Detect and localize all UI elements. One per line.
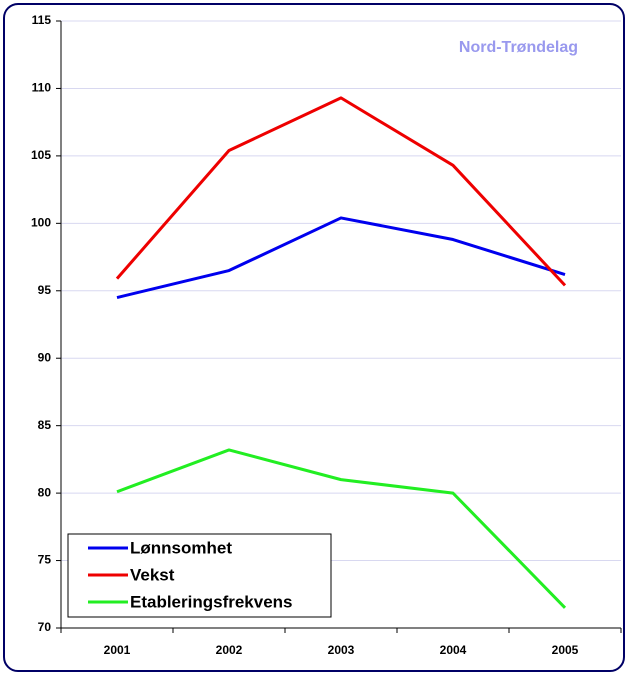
x-tick-label: 2003 xyxy=(328,643,355,657)
x-tick-label: 2001 xyxy=(104,643,131,657)
y-tick-label: 70 xyxy=(38,620,52,634)
legend-label: Vekst xyxy=(130,565,175,584)
line-series xyxy=(116,216,566,299)
y-tick-label: 85 xyxy=(38,418,52,432)
annotation: Nord-Trøndelag xyxy=(459,39,578,56)
y-tick-label: 105 xyxy=(31,148,51,162)
y-tick-label: 90 xyxy=(38,350,52,364)
y-tick-label: 80 xyxy=(38,485,52,499)
y-tick-label: 95 xyxy=(38,283,52,297)
line-series xyxy=(115,96,567,287)
x-tick-label: 2002 xyxy=(216,643,243,657)
x-tick-label: 2005 xyxy=(552,643,579,657)
chart-frame xyxy=(3,3,625,672)
y-tick-label: 75 xyxy=(38,553,52,567)
x-tick-label: 2004 xyxy=(440,643,467,657)
legend: Lønnsomhet Vekst Etableringsfrekvens xyxy=(67,533,332,618)
legend-label: Lønnsomhet xyxy=(130,538,232,557)
y-tick-label: 115 xyxy=(32,13,52,27)
legend-label: Etableringsfrekvens xyxy=(130,592,293,611)
y-tick-label: 100 xyxy=(31,216,51,230)
line-series xyxy=(116,448,567,609)
y-tick-label: 110 xyxy=(32,81,52,95)
